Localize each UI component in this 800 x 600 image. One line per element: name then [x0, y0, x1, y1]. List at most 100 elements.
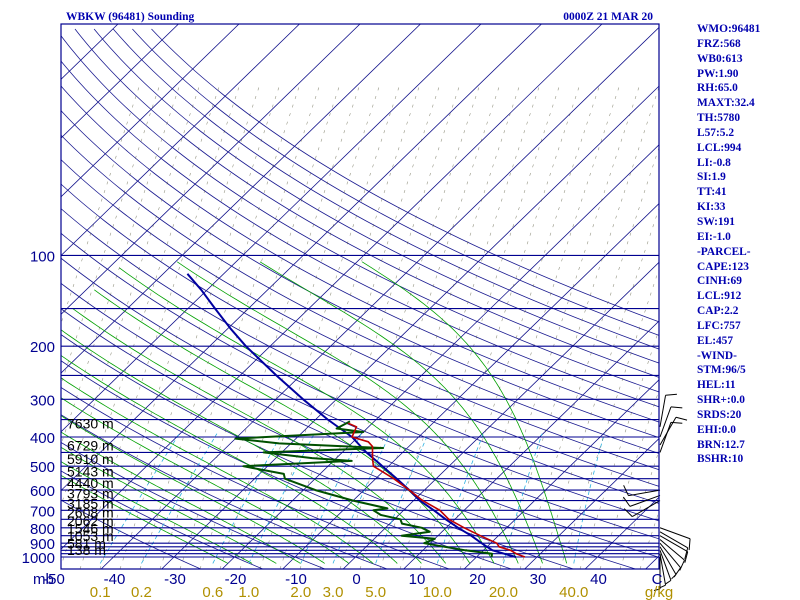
index-item: TT:41 [697, 186, 727, 199]
dry-adiabat [61, 85, 659, 423]
wind-barb [659, 553, 667, 589]
index-item: BSHR:10 [697, 453, 744, 466]
wind-barb [659, 539, 685, 571]
index-item: EI:-1.0 [697, 230, 731, 243]
x-axis-label: C [652, 571, 663, 588]
mixing-ratio-unit: g/kg [645, 584, 673, 600]
temperature-tick-label: -20 [225, 571, 247, 588]
index-item: SRDS:20 [697, 408, 742, 421]
dry-adiabat [112, 28, 659, 350]
station-title: WBKW (96481) Sounding [66, 11, 194, 23]
temperature-tick-label: 20 [469, 571, 486, 588]
index-item: LCL:994 [697, 141, 742, 154]
wind-barb [659, 527, 691, 551]
virtual_temperature-profile [347, 422, 526, 558]
moist-adiabat [361, 261, 568, 564]
index-item: CINH:69 [697, 275, 742, 288]
dry-adiabat [61, 134, 659, 454]
guide-line [279, 83, 441, 569]
mixing-ratio-tick-label: 0.1 [90, 584, 111, 600]
mixing-ratio-tick-label: 40.0 [559, 584, 588, 600]
guide-line [99, 83, 261, 569]
index-item: HEL:11 [697, 379, 736, 392]
pressure-tick-label: 900 [30, 536, 55, 553]
dry-adiabat [132, 28, 659, 336]
wind-barb [653, 557, 661, 591]
temperature-tick-label: 10 [409, 571, 426, 588]
index-item: CAPE:123 [697, 260, 749, 273]
height-label: 581 m [67, 535, 106, 551]
height-label: 5143 m [67, 464, 114, 480]
plot-frame [60, 23, 660, 570]
index-item: LI:-0.8 [697, 156, 731, 169]
index-item: SI:1.9 [697, 171, 726, 184]
index-item: PW:1.90 [697, 67, 739, 80]
guide-line [259, 83, 421, 569]
index-item: KI:33 [697, 201, 726, 214]
guide-line [379, 83, 541, 569]
guide-line [179, 83, 341, 569]
moist-adiabat [259, 261, 543, 564]
pressure-tick-label: 200 [30, 339, 55, 356]
index-item: EL:457 [697, 334, 734, 347]
dry-adiabat [61, 159, 659, 471]
guide-line [439, 83, 601, 569]
index-item: -WIND- [697, 349, 737, 362]
dry-adiabat [61, 60, 659, 408]
height-label: 5910 m [67, 451, 114, 467]
mixing-ratio-tick-label: 1.0 [238, 584, 259, 600]
mixing-ratio-tick-label: 5.0 [365, 584, 386, 600]
height-label: 1546 m [67, 521, 114, 537]
guide-line [419, 83, 581, 569]
isotherm-line [61, 24, 300, 257]
mixing-ratio-tick-label: 0.6 [202, 584, 223, 600]
isotherm-line [61, 24, 421, 374]
index-item: TH:5780 [697, 112, 741, 125]
height-label: 4440 m [67, 475, 114, 491]
index-item: WMO:96481 [697, 23, 761, 35]
wind-barb [659, 535, 689, 563]
temperature-tick-label: -50 [43, 571, 65, 588]
guide-line [499, 86, 659, 569]
temperature-tick-label: 30 [530, 571, 547, 588]
index-item: STM:96/5 [697, 364, 746, 377]
pressure-tick-label: 500 [30, 459, 55, 476]
index-item: WB0:613 [697, 52, 743, 65]
height-label: 1053 m [67, 528, 114, 544]
dry-adiabat [61, 35, 659, 393]
pressure-tick-label: 300 [30, 392, 55, 409]
wind-barb [659, 542, 681, 578]
guide-line [61, 83, 221, 567]
index-item: RH:65.0 [697, 82, 738, 95]
wind-barb [659, 416, 688, 446]
dry-adiabat [93, 28, 659, 364]
moist-adiabat [61, 474, 229, 564]
dry-adiabat [74, 28, 659, 378]
isotherm-line [61, 24, 179, 139]
sounding-time: 0000Z 21 MAR 20 [563, 11, 653, 23]
y-axis-label: mb [33, 571, 54, 588]
guide-line [79, 83, 241, 569]
mixing-ratio-tick-label: 0.2 [131, 584, 152, 600]
index-item: LFC:757 [697, 319, 741, 332]
mixing-ratio-tick-label: 10.0 [423, 584, 452, 600]
index-item: MAXT:32.4 [697, 97, 755, 110]
wind-barb [659, 406, 683, 438]
guide-line [519, 146, 659, 569]
guide-line [299, 83, 461, 569]
temperature-tick-label: -40 [104, 571, 126, 588]
wind-barb [623, 500, 661, 518]
guide-line [61, 83, 181, 446]
guide-line [61, 83, 141, 325]
guide-line [339, 83, 501, 569]
height-label: 3185 m [67, 495, 114, 511]
wind-barb [659, 393, 677, 427]
height-label: 138 m [67, 542, 106, 558]
temperature-tick-label: -30 [164, 571, 186, 588]
height-label: 3793 m [67, 486, 114, 502]
index-item: CAP:2.2 [697, 305, 739, 318]
mixing-ratio-line [212, 433, 283, 564]
guide-line [459, 83, 621, 569]
temperature-tick-label: -10 [285, 571, 307, 588]
